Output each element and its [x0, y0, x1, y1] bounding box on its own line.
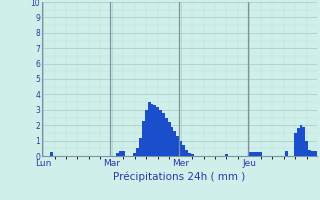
Bar [122, 151, 125, 156]
Bar [133, 153, 136, 156]
Bar [257, 152, 260, 156]
Bar [165, 117, 168, 156]
Bar [168, 122, 171, 156]
Bar [260, 152, 262, 156]
Bar [142, 121, 145, 156]
Bar [136, 148, 139, 156]
Bar [50, 152, 53, 156]
Bar [248, 152, 251, 156]
Bar [162, 113, 165, 156]
Bar [254, 152, 257, 156]
Bar [302, 127, 305, 156]
Bar [156, 107, 159, 156]
Bar [139, 138, 142, 156]
Bar [251, 152, 254, 156]
Bar [314, 151, 317, 156]
Bar [179, 141, 182, 156]
Bar [150, 104, 153, 156]
Bar [294, 133, 297, 156]
Bar [191, 154, 194, 156]
Bar [188, 153, 191, 156]
Bar [153, 105, 156, 156]
Bar [145, 110, 148, 156]
Bar [171, 127, 173, 156]
Bar [285, 151, 288, 156]
Bar [185, 150, 188, 156]
Bar [176, 136, 179, 156]
Bar [148, 102, 150, 156]
Bar [225, 154, 228, 156]
Bar [300, 125, 302, 156]
Bar [119, 151, 122, 156]
Bar [297, 128, 300, 156]
Bar [116, 153, 119, 156]
Bar [305, 141, 308, 156]
Bar [311, 151, 314, 156]
Bar [159, 110, 162, 156]
Bar [182, 145, 185, 156]
Bar [308, 150, 311, 156]
Bar [173, 131, 176, 156]
X-axis label: Précipitations 24h ( mm ): Précipitations 24h ( mm ) [113, 172, 245, 182]
